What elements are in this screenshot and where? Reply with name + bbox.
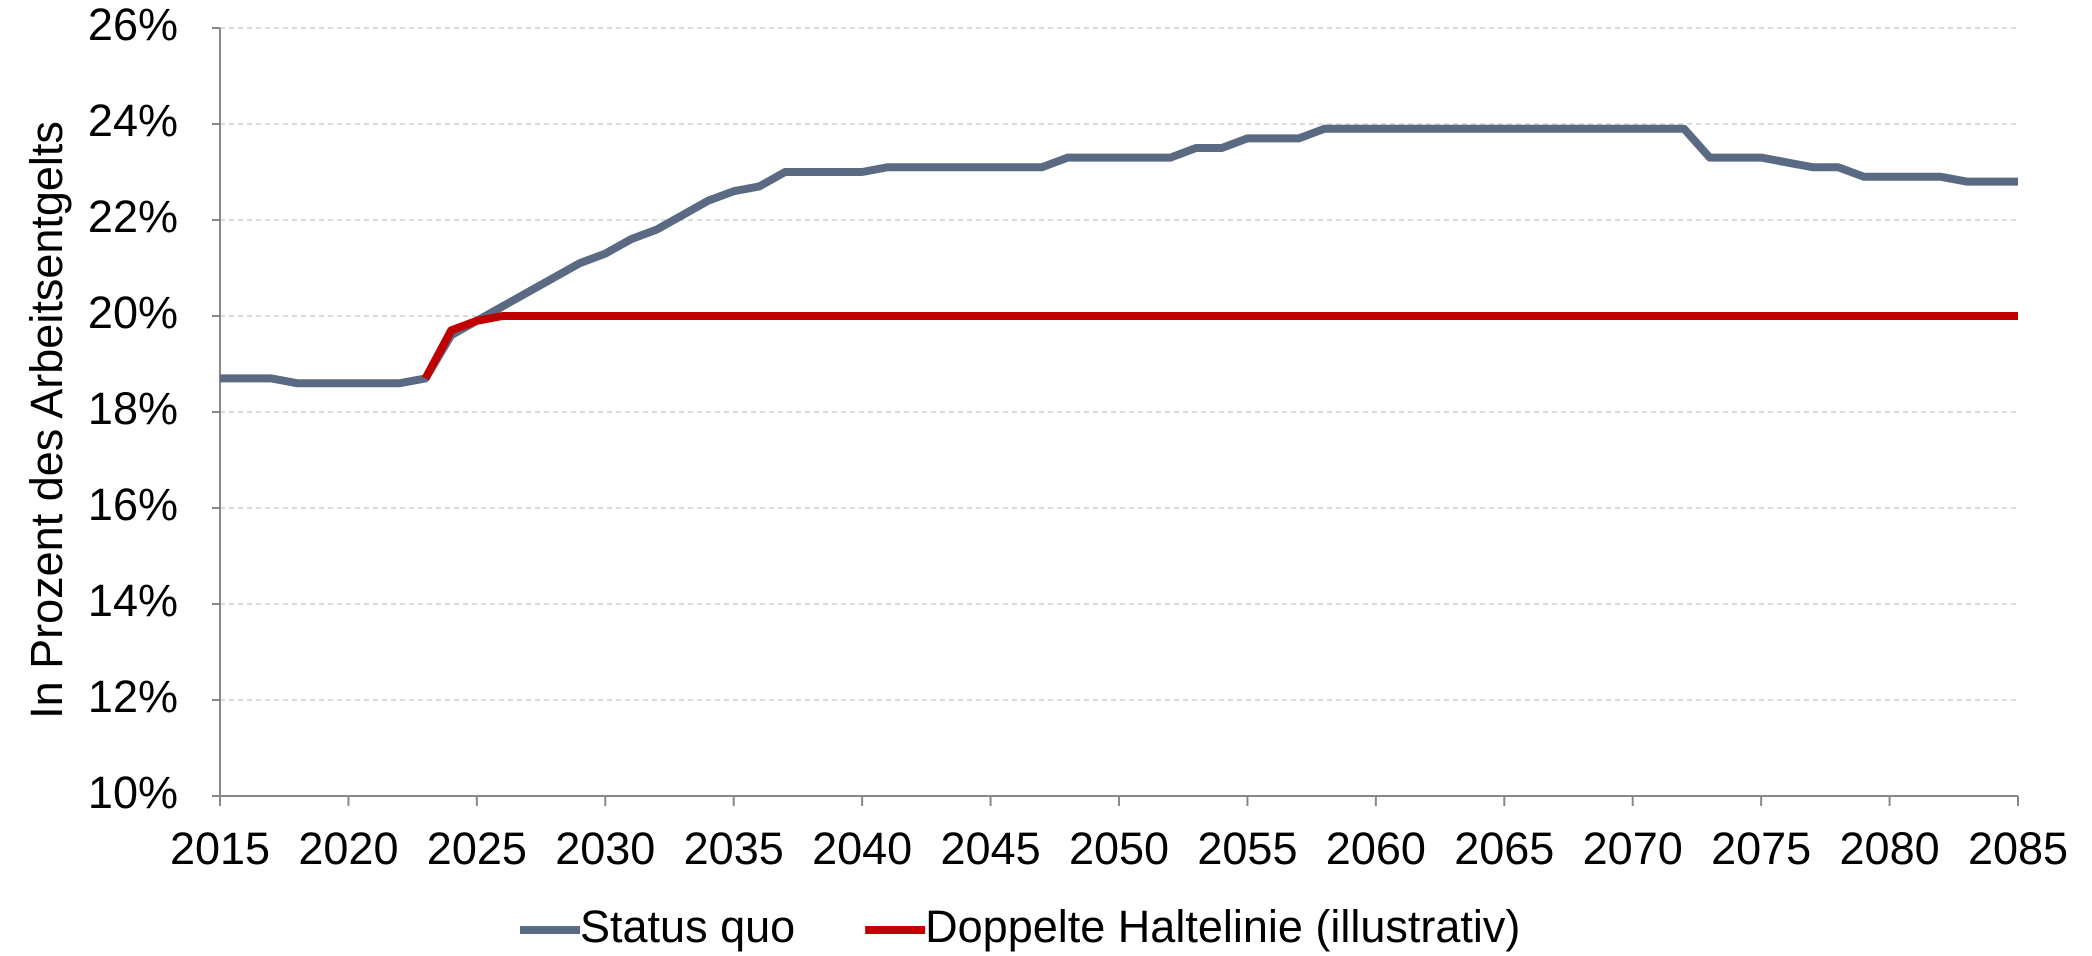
y-tick-label: 24% [88,95,178,146]
x-tick-label: 2085 [1968,823,2068,874]
x-tick-label: 2060 [1326,823,1426,874]
y-axis-label: In Prozent des Arbeitsentgelts [21,121,72,719]
x-tick-label: 2070 [1583,823,1683,874]
x-tick-label: 2075 [1711,823,1811,874]
x-tick-label: 2055 [1197,823,1297,874]
legend-label: Status quo [580,901,795,952]
y-tick-label: 26% [88,0,178,50]
x-tick-label: 2080 [1840,823,1940,874]
x-tick-label: 2050 [1069,823,1169,874]
y-tick-label: 18% [88,383,178,434]
y-tick-label: 12% [88,671,178,722]
y-tick-label: 10% [88,767,178,818]
y-tick-label: 20% [88,287,178,338]
x-tick-label: 2035 [684,823,784,874]
x-tick-label: 2040 [812,823,912,874]
x-tick-label: 2025 [427,823,527,874]
x-tick-label: 2015 [170,823,270,874]
y-tick-label: 16% [88,479,178,530]
series-line [421,312,2018,381]
x-tick-label: 2045 [941,823,1041,874]
x-tick-label: 2065 [1454,823,1554,874]
legend-label: Doppelte Haltelinie (illustrativ) [925,901,1520,952]
y-tick-label: 22% [88,191,178,242]
x-tick-label: 2020 [298,823,398,874]
x-tick-label: 2030 [555,823,655,874]
y-tick-label: 14% [88,575,178,626]
series-line [220,124,2018,388]
